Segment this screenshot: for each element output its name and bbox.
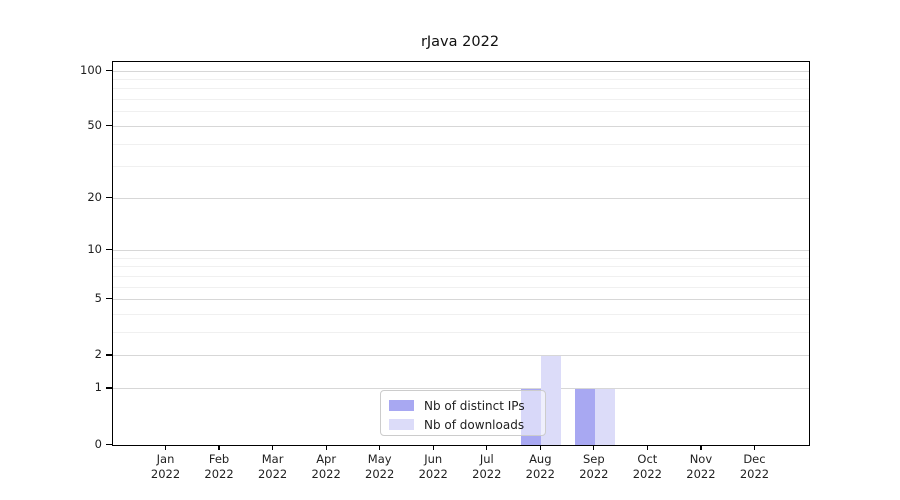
x-axis-tick [539,445,541,450]
x-tick-label-oct: Oct 2022 [615,452,679,482]
x-axis-tick [646,445,648,450]
plot-area: Nb of distinct IPs Nb of downloads [112,61,810,446]
x-axis-tick [272,445,274,450]
x-tick-label-aug: Aug 2022 [508,452,572,482]
x-tick-label-nov: Nov 2022 [669,452,733,482]
major-gridline [113,299,809,301]
x-tick-month: Apr [316,452,337,466]
x-tick-year: 2022 [418,467,448,481]
x-tick-month: Sep [583,452,605,466]
x-tick-month: Dec [743,452,766,466]
x-tick-month: Jan [156,452,175,466]
x-tick-month: Jun [424,452,443,466]
minor-gridline [113,257,809,259]
y-axis-tick [106,387,112,389]
x-tick-month: Jul [479,452,494,466]
x-tick-label-feb: Feb 2022 [187,452,251,482]
x-tick-month: Aug [529,452,552,466]
x-tick-year: 2022 [257,467,288,481]
minor-gridline [113,78,809,80]
legend-label-distinct-ips: Nb of distinct IPs [424,398,525,413]
y-tick-label: 0 [94,436,102,451]
x-tick-year: 2022 [525,467,555,481]
x-tick-year: 2022 [150,467,181,481]
x-tick-label-sep: Sep 2022 [562,452,626,482]
legend-swatch-distinct-ips [389,400,414,411]
x-tick-year: 2022 [686,467,716,481]
x-tick-label-jan: Jan 2022 [134,452,198,482]
x-tick-label-may: May 2022 [348,452,412,482]
x-axis-tick [486,445,488,450]
y-axis-tick [106,124,112,127]
x-axis-tick [164,445,167,450]
x-tick-year: 2022 [632,467,663,481]
legend: Nb of distinct IPs Nb of downloads [380,390,546,436]
y-axis-tick [106,249,112,251]
x-tick-month: Mar [261,452,284,466]
y-tick-label: 50 [87,117,102,132]
x-tick-label-mar: Mar 2022 [241,452,305,482]
y-tick-label: 20 [87,189,102,204]
y-tick-label: 2 [94,347,102,362]
major-gridline [113,355,809,357]
x-tick-month: Feb [208,452,230,466]
x-axis-tick [700,445,702,450]
chart-title: rJava 2022 [420,34,500,50]
x-axis-tick [379,445,381,450]
x-axis-tick [218,445,220,450]
major-gridline [113,70,809,72]
x-tick-month: May [367,452,392,466]
bar-nb-of-downloads-aug [541,355,562,445]
x-tick-year: 2022 [579,467,609,481]
minor-gridline [113,88,809,90]
minor-gridline [113,99,809,101]
x-tick-year: 2022 [365,467,395,481]
x-tick-label-apr: Apr 2022 [294,452,358,482]
legend-item-distinct-ips: Nb of distinct IPs [389,396,537,415]
y-axis-tick [106,443,112,445]
x-tick-month: Nov [689,452,713,466]
x-tick-label-jul: Jul 2022 [455,452,519,482]
legend-item-downloads: Nb of downloads [389,415,537,434]
x-tick-year: 2022 [311,467,341,481]
y-axis-tick [106,298,112,300]
minor-gridline [113,111,809,113]
minor-gridline [113,143,809,145]
y-tick-label: 10 [87,242,102,257]
x-tick-month: Oct [637,452,658,466]
minor-gridline [113,275,809,277]
x-axis-tick [593,445,595,450]
legend-swatch-downloads [389,419,414,430]
x-axis-tick [432,445,434,450]
y-axis-tick [106,354,112,356]
x-tick-year: 2022 [472,467,502,481]
minor-gridline [113,266,809,268]
bar-nb-of-downloads-sep [594,388,615,445]
x-tick-year: 2022 [739,467,770,481]
major-gridline [113,388,809,390]
y-axis-tick [106,69,112,71]
major-gridline [113,250,809,252]
y-tick-label: 5 [94,291,102,306]
x-axis-tick [753,445,756,450]
x-axis-tick [325,445,327,450]
legend-label-downloads: Nb of downloads [424,417,525,432]
y-tick-label: 100 [80,62,102,77]
y-axis-tick [106,196,112,198]
major-gridline [113,125,809,127]
x-tick-label-jun: Jun 2022 [401,452,465,482]
y-tick-label: 1 [94,380,102,395]
x-tick-label-dec: Dec 2022 [722,452,786,482]
minor-gridline [113,314,809,316]
minor-gridline [113,166,809,168]
bar-nb-of-distinct-ips-sep [574,388,595,445]
x-tick-year: 2022 [204,467,234,481]
minor-gridline [113,286,809,288]
minor-gridline [113,332,809,334]
major-gridline [113,197,809,199]
